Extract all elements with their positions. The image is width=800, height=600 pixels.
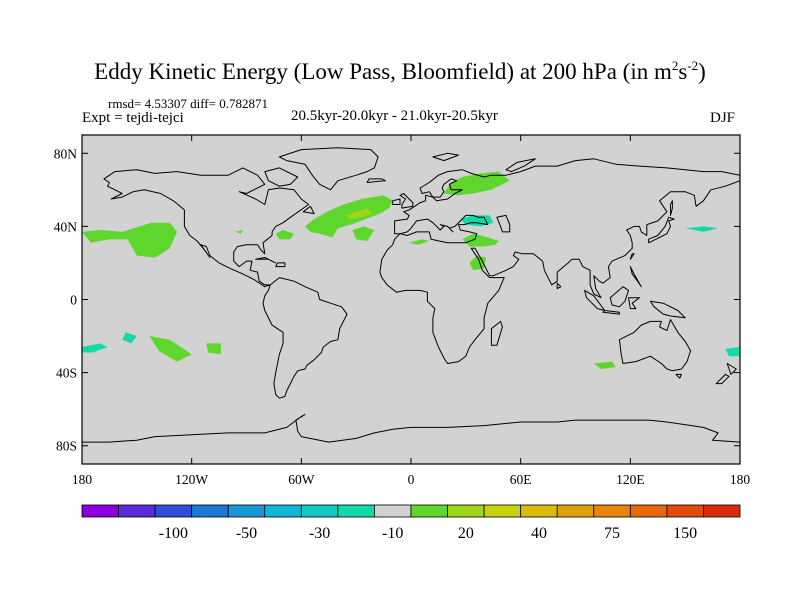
lon-tick-label: 120W [175,472,208,487]
anomaly-east-pacific-positive [82,222,177,258]
colorbar-swatch [337,504,375,518]
coastline-borneo [609,286,629,308]
coastline-south-america [262,277,348,399]
lon-tick-label: 180 [72,472,93,487]
colorbar-swatch [191,504,229,518]
anomaly-west-atlantic-small [235,230,243,234]
coastline-tasmania [675,373,682,379]
anomaly-tasman-negative [725,347,740,357]
title-text: Eddy Kinetic Energy (Low Pass, Bloomfiel… [94,59,672,84]
map-background [82,135,740,464]
anomaly-south-pacific-positive-b [206,343,221,355]
lat-tick-label: 80N [54,146,78,161]
coastline-sakhalin [670,200,673,216]
stats-label: rmsd= 4.53307 diff= 0.782871 [108,96,268,111]
coastline-novaya-zemlya [505,158,536,173]
colorbar-label: 150 [673,525,697,542]
title-superscript-minus2: -2 [687,58,699,73]
colorbar-label: -10 [382,525,403,542]
lon-tick-label: 0 [408,472,415,487]
anomaly-south-pacific-negative-a [82,343,108,353]
colorbar-label: -100 [159,525,188,542]
lon-tick-label: 60E [510,472,532,487]
colorbar-swatch [154,504,193,518]
coastline-svalbard [432,152,459,162]
season-label: DJF [710,110,736,126]
coastline-madagascar [490,320,503,346]
anomaly-north-africa-positive [409,239,430,245]
anomaly-middle-east-positive [462,233,499,247]
colorbar-swatch [227,504,266,518]
colorbar-swatch [629,504,668,518]
coastline-north-america [103,167,310,288]
lat-tick-label: 80S [56,439,77,454]
coastline-sumatra [584,289,606,311]
axis-ticks: 80N 40N 0 40S 80S 180 120W 60W 0 60E 120E 180 [54,135,751,487]
anomaly-south-pacific-positive-a [149,336,192,362]
colorbar-swatch [264,504,302,518]
anomaly-sw-atlantic-blob [275,230,294,240]
anomaly-indian-ocean-positive [593,361,616,369]
coastline-cuba [255,257,277,264]
colorbar-swatch [556,504,595,518]
lon-tick-label: 120E [616,472,645,487]
colorbar-swatch [703,504,741,518]
coastline-japan [648,216,675,244]
colorbar-label: -50 [236,525,257,542]
colorbar-swatch [410,504,448,518]
colorbar-swatch [447,504,485,518]
coastline-sulawesi [628,297,640,310]
colorbar-swatch [300,504,339,518]
anomaly-south-pacific-negative-b [122,332,137,344]
colorbar-swatch [593,504,631,518]
colorbar-swatch [483,504,522,518]
colorbar-label: -30 [309,525,330,542]
coastline-iceland [366,178,386,183]
colorbar: -100 -50 -30 -10 20 40 75 150 [81,504,741,542]
experiment-label: Expt = tejdi-tejci [82,110,184,126]
period-label: 20.5kyr-20.0kyr - 21.0kyr-20.5kyr [291,108,498,124]
colorbar-label: 20 [458,525,474,542]
coastline-eurasia-africa [379,158,740,364]
coastline-hispaniola [275,262,286,268]
coastline-baffin [264,167,299,187]
anomaly-north-atlantic-core [345,208,373,220]
coastline-ireland [392,198,401,205]
anomaly-nw-pacific-negative [685,226,719,232]
coastline-philippines [629,266,642,288]
coastline-sri-lanka [556,282,562,289]
colorbar-swatch [81,504,119,518]
lon-tick-label: 60W [288,472,315,487]
title-superscript-2: 2 [671,58,679,73]
colorbar-swatch [666,504,704,518]
coastline-caspian [496,214,511,233]
colorbar-label: 75 [604,525,620,542]
title-close-paren: ) [698,59,706,84]
coastline-britain [399,193,414,209]
coastline-taiwan [629,253,635,260]
colorbar-swatch [374,504,412,518]
anomaly-mid-atlantic-blob [352,226,375,241]
colorbar-label: 40 [531,525,547,542]
anomaly-layer [82,171,740,369]
lat-tick-label: 40N [54,219,78,234]
plot-title: Eddy Kinetic Energy (Low Pass, Bloomfiel… [0,58,800,85]
lat-tick-label: 0 [70,293,77,308]
coastline-greenland [278,147,379,191]
title-text-s: s [678,59,688,84]
coastline-java [602,310,620,315]
coastline-newfoundland [302,205,315,215]
lon-tick-label: 180 [730,472,751,487]
coastline-antarctica [82,414,740,443]
colorbar-swatch [520,504,558,518]
coastline-australia [618,319,692,372]
coastline-new-guinea [649,300,686,319]
colorbar-swatch [118,504,156,518]
lat-tick-label: 40S [56,366,77,381]
coastline-new-zealand-south [715,373,730,385]
coastline-new-zealand-north [726,363,737,375]
coastline-layer [82,147,740,443]
